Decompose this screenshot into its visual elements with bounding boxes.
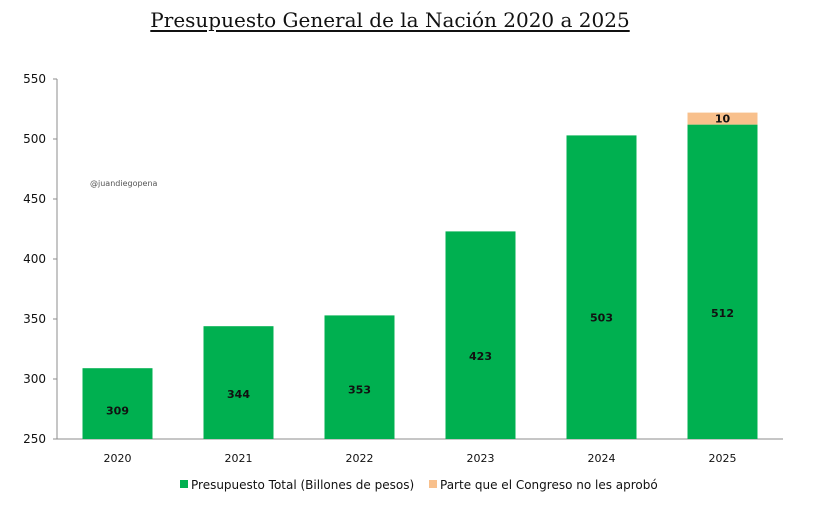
- x-axis: 2020 2021 2022 2023 2024 2025: [57, 438, 783, 465]
- y-tick-label: 300: [23, 372, 46, 386]
- x-tick-label: 2021: [225, 452, 253, 465]
- y-tick-label: 350: [23, 312, 46, 326]
- chart-title: Presupuesto General de la Nación 2020 a …: [150, 8, 630, 32]
- watermark-annotation: @juandiegopena: [90, 179, 158, 188]
- legend: Presupuesto Total (Billones de pesos) Par…: [180, 478, 658, 492]
- bar-2024-series-0: [566, 135, 637, 439]
- data-label-2024-series-0: 503: [590, 312, 613, 325]
- bars: 309 344 353 423 503 512 10: [82, 112, 758, 439]
- data-label-2021-series-0: 344: [227, 388, 250, 401]
- y-tick-label: 500: [23, 132, 46, 146]
- bar-2025-series-0: [687, 124, 758, 439]
- x-tick-label: 2025: [709, 452, 737, 465]
- data-label-2020-series-0: 309: [106, 405, 129, 418]
- legend-swatch-0: [180, 480, 188, 488]
- bar-2023-series-0: [445, 231, 516, 439]
- bar-2020-series-0: [82, 368, 153, 439]
- y-tick-label: 250: [23, 432, 46, 446]
- y-axis: 250 300 350 400 450 500 550: [23, 72, 58, 446]
- y-tick-label: 450: [23, 192, 46, 206]
- legend-swatch-1: [429, 480, 437, 488]
- y-tick-label: 550: [23, 72, 46, 86]
- y-tick-label: 400: [23, 252, 46, 266]
- bar-2021-series-0: [203, 326, 274, 439]
- data-label-2023-series-0: 423: [469, 350, 492, 363]
- legend-label-1: Parte que el Congreso no les aprobó: [440, 478, 658, 492]
- data-label-2025-series-0: 512: [711, 307, 734, 320]
- x-tick-label: 2024: [588, 452, 616, 465]
- data-label-2025-series-1: 10: [715, 113, 731, 126]
- x-tick-label: 2020: [104, 452, 132, 465]
- bar-2025-series-1: [687, 112, 758, 125]
- data-label-2022-series-0: 353: [348, 384, 371, 397]
- x-tick-label: 2023: [467, 452, 495, 465]
- legend-label-0: Presupuesto Total (Billones de pesos): [191, 478, 414, 492]
- x-tick-label: 2022: [346, 452, 374, 465]
- bar-2022-series-0: [324, 315, 395, 439]
